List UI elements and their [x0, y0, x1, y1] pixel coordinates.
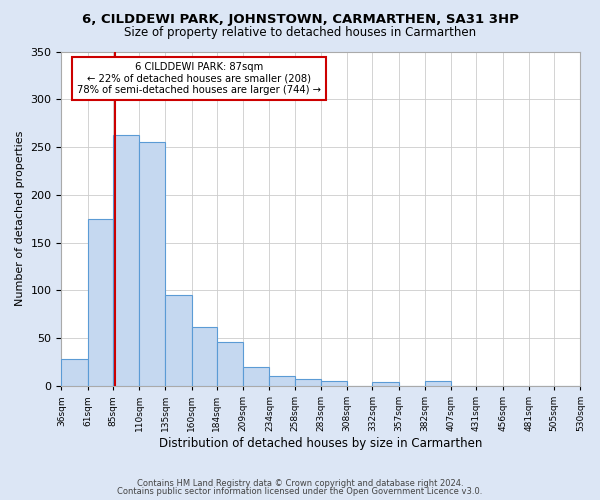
Bar	[269, 376, 295, 386]
X-axis label: Distribution of detached houses by size in Carmarthen: Distribution of detached houses by size …	[159, 437, 482, 450]
Text: Size of property relative to detached houses in Carmarthen: Size of property relative to detached ho…	[124, 26, 476, 39]
Bar	[139, 142, 166, 386]
Bar	[295, 380, 321, 386]
Bar	[166, 295, 192, 386]
Text: Contains public sector information licensed under the Open Government Licence v3: Contains public sector information licen…	[118, 487, 482, 496]
Bar	[425, 382, 451, 386]
Bar	[113, 134, 139, 386]
Bar	[243, 367, 269, 386]
Text: Contains HM Land Registry data © Crown copyright and database right 2024.: Contains HM Land Registry data © Crown c…	[137, 478, 463, 488]
Bar	[321, 382, 347, 386]
Bar	[61, 360, 88, 386]
Text: 6 CILDDEWI PARK: 87sqm
← 22% of detached houses are smaller (208)
78% of semi-de: 6 CILDDEWI PARK: 87sqm ← 22% of detached…	[77, 62, 321, 94]
Bar	[373, 382, 399, 386]
Y-axis label: Number of detached properties: Number of detached properties	[15, 131, 25, 306]
Bar	[192, 327, 217, 386]
Bar	[217, 342, 243, 386]
Bar	[88, 219, 113, 386]
Text: 6, CILDDEWI PARK, JOHNSTOWN, CARMARTHEN, SA31 3HP: 6, CILDDEWI PARK, JOHNSTOWN, CARMARTHEN,…	[82, 12, 518, 26]
